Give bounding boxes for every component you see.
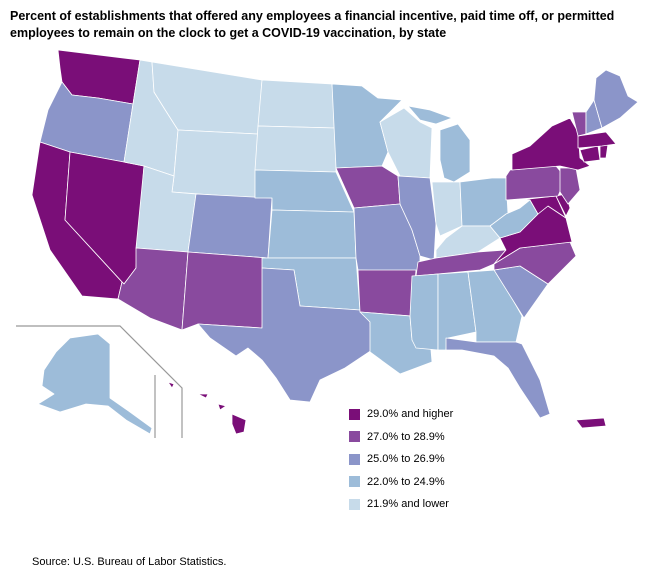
state-hawaii[interactable] bbox=[167, 381, 247, 435]
state-west-virginia[interactable] bbox=[489, 199, 539, 239]
state-new-mexico[interactable] bbox=[181, 251, 269, 331]
legend-label: 27.0% to 28.9% bbox=[367, 430, 445, 443]
legend-label: 25.0% to 26.9% bbox=[367, 453, 445, 466]
legend-swatch bbox=[349, 431, 360, 443]
state-connecticut[interactable] bbox=[579, 145, 601, 163]
state-new-york[interactable] bbox=[511, 117, 591, 171]
state-colorado[interactable] bbox=[187, 193, 273, 259]
state-south-dakota[interactable] bbox=[254, 125, 337, 173]
legend-swatch bbox=[349, 408, 360, 420]
us-state-map bbox=[16, 50, 639, 438]
state-puerto-rico[interactable] bbox=[575, 417, 607, 429]
legend-swatch bbox=[349, 453, 360, 465]
state-michigan[interactable] bbox=[407, 105, 471, 183]
state-indiana[interactable] bbox=[431, 181, 463, 237]
state-north-dakota[interactable] bbox=[257, 79, 337, 129]
legend-swatch bbox=[349, 498, 360, 510]
state-wisconsin[interactable] bbox=[379, 107, 433, 179]
state-mississippi[interactable] bbox=[409, 273, 439, 351]
legend-item: 27.0% to 28.9% bbox=[349, 426, 453, 449]
legend: 29.0% and higher 27.0% to 28.9% 25.0% to… bbox=[349, 403, 453, 516]
state-wyoming[interactable] bbox=[171, 129, 259, 199]
legend-label: 21.9% and lower bbox=[367, 498, 449, 511]
legend-item: 21.9% and lower bbox=[349, 493, 453, 516]
state-arkansas[interactable] bbox=[357, 269, 417, 317]
legend-item: 25.0% to 26.9% bbox=[349, 448, 453, 471]
state-florida[interactable] bbox=[445, 337, 551, 419]
state-alaska[interactable] bbox=[37, 333, 153, 435]
legend-item: 22.0% to 24.9% bbox=[349, 471, 453, 494]
inset-border bbox=[16, 325, 183, 438]
source-note: Source: U.S. Bureau of Labor Statistics. bbox=[32, 556, 227, 568]
legend-label: 29.0% and higher bbox=[367, 408, 454, 421]
legend-label: 22.0% to 24.9% bbox=[367, 475, 445, 488]
legend-item: 29.0% and higher bbox=[349, 403, 453, 426]
map-title: Percent of establishments that offered a… bbox=[10, 9, 615, 40]
state-pennsylvania[interactable] bbox=[505, 165, 567, 201]
state-texas[interactable] bbox=[197, 267, 373, 403]
state-illinois[interactable] bbox=[397, 175, 437, 261]
state-massachusetts[interactable] bbox=[577, 131, 617, 149]
state-kansas[interactable] bbox=[267, 209, 357, 259]
state-maine[interactable] bbox=[593, 69, 639, 129]
legend-swatch bbox=[349, 476, 360, 488]
